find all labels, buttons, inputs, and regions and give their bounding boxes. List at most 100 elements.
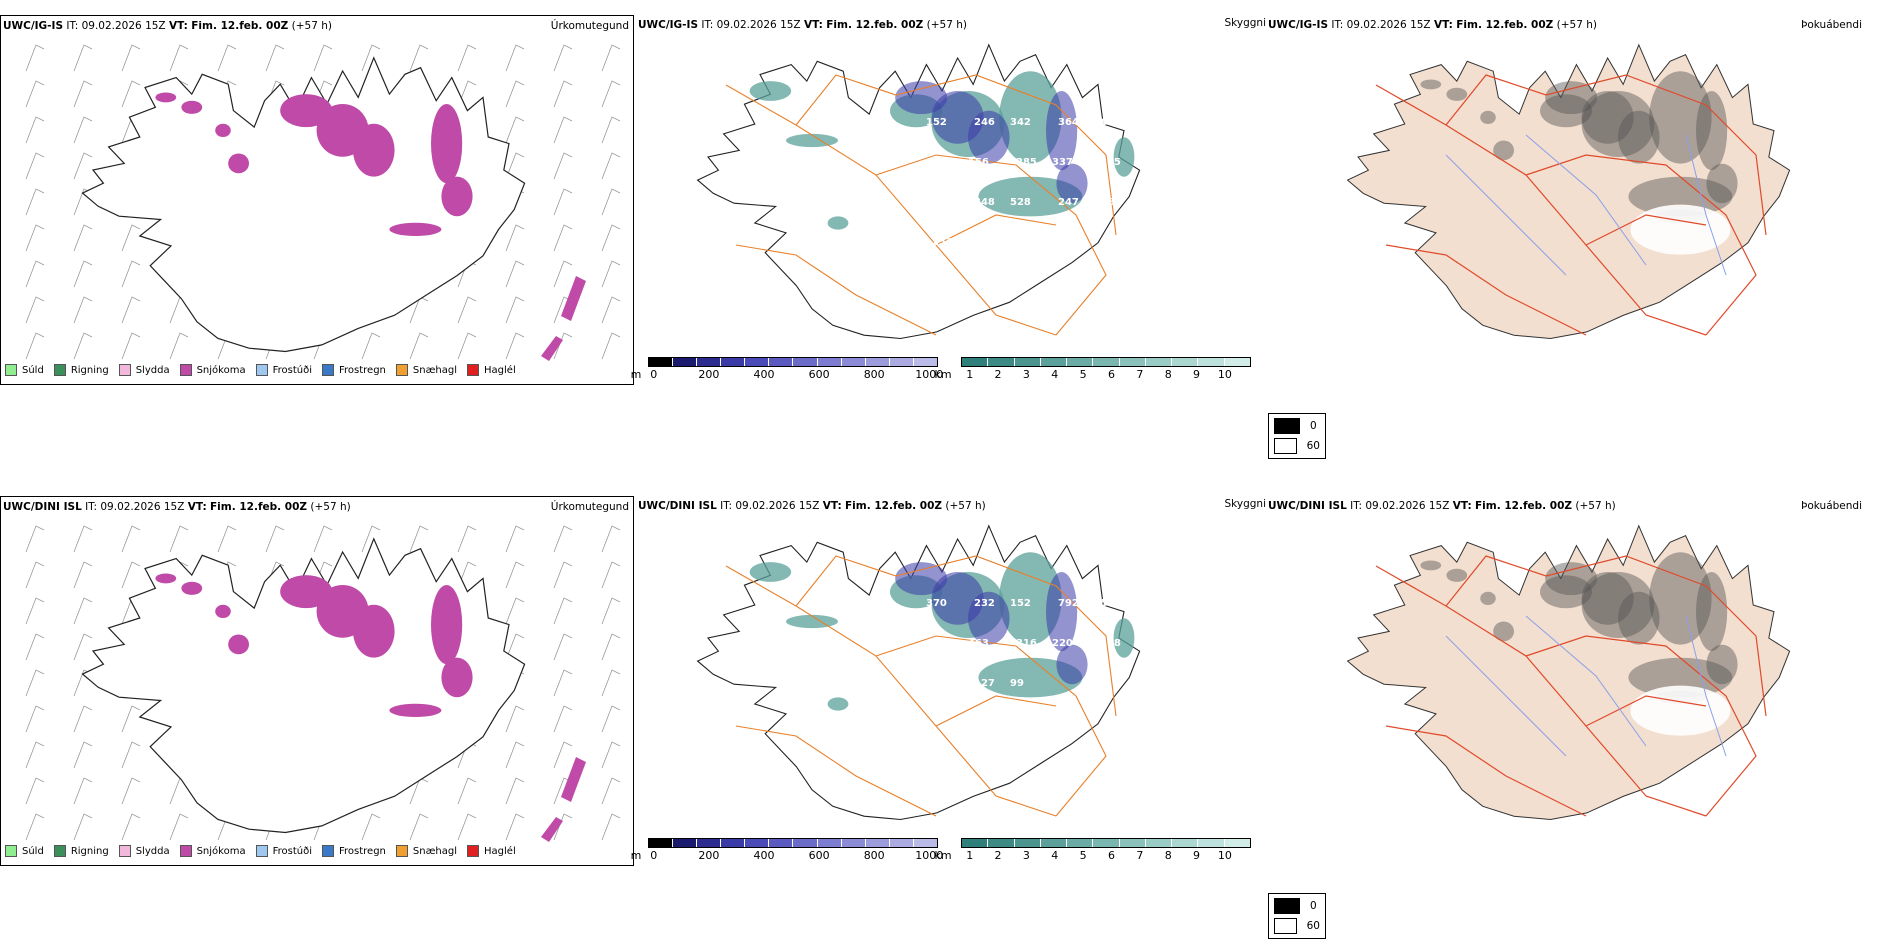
colorbar-segment xyxy=(793,839,818,847)
legend-item: Slydda xyxy=(118,364,170,376)
wind-barb xyxy=(553,597,573,625)
colorbar-segment xyxy=(745,358,770,366)
snow-area xyxy=(389,222,442,236)
colorbar-tick: 8 xyxy=(1164,368,1172,381)
panel-title: Þokuábendi xyxy=(1801,19,1862,31)
wind-barb xyxy=(457,813,477,841)
wind-barb xyxy=(121,561,141,589)
fog-legend-swatch xyxy=(1274,418,1300,434)
colorbar-segment xyxy=(889,839,914,847)
fog-shade xyxy=(1545,562,1598,596)
legend-swatch xyxy=(53,845,66,857)
river-line xyxy=(1525,134,1647,266)
road-line xyxy=(795,555,1117,717)
wind-barb xyxy=(601,813,621,841)
legend-item: Rigning xyxy=(53,845,109,857)
model-name: UWC/DINI ISL xyxy=(3,501,82,513)
it-label: IT: xyxy=(85,501,98,513)
colorbar-segment xyxy=(769,839,794,847)
ceiling-label: 463 xyxy=(968,638,989,649)
fog-shade xyxy=(1446,568,1468,582)
colorbar-tick: 3 xyxy=(1022,849,1030,862)
low-visibility-area xyxy=(999,71,1062,164)
wind-barb xyxy=(505,152,525,180)
glacier-area xyxy=(1630,685,1731,736)
colorbar-tick: 8 xyxy=(1164,849,1172,862)
wind-barb xyxy=(265,44,285,72)
wind-barb xyxy=(505,777,525,805)
wind-barb xyxy=(121,296,141,324)
fog-shade xyxy=(1540,575,1592,609)
wind-barb xyxy=(553,80,573,108)
fog-shade xyxy=(1446,87,1468,101)
wind-barb xyxy=(601,741,621,769)
colorbar-tick: 6 xyxy=(1107,849,1115,862)
panel-title: Þokuábendi xyxy=(1801,500,1862,512)
colorbar-segment xyxy=(1067,839,1094,847)
wind-barb xyxy=(217,44,237,72)
wind-barb xyxy=(505,705,525,733)
ceiling-label: 528 xyxy=(1010,197,1031,208)
wind-barb xyxy=(73,705,93,733)
colorbar-segment xyxy=(1067,358,1094,366)
it-label: IT: xyxy=(1350,500,1363,512)
colorbar-ticks: km 1 2 3 4 5 6 7 8 9 10 xyxy=(934,848,1251,862)
fog-shade xyxy=(1581,91,1634,144)
glacier-area xyxy=(1630,204,1731,255)
fog-legend: 0 60 xyxy=(1268,413,1326,459)
low-visibility-area xyxy=(978,176,1083,217)
wind-barb xyxy=(601,332,621,360)
ceiling-label: 156 xyxy=(968,157,989,168)
wind-barb xyxy=(457,777,477,805)
wind-barb xyxy=(73,260,93,288)
fog-shade xyxy=(1581,572,1655,638)
visibility-panel: 370 232 152 792 154 227 463 316 220 218 183 127 99 UW… xyxy=(631,496,1266,866)
precip-type-map xyxy=(25,44,621,361)
colorbar-strip xyxy=(961,357,1251,367)
low-visibility-area xyxy=(827,216,849,230)
wind-barb xyxy=(25,188,45,216)
lead-time: (+57 h) xyxy=(945,500,986,512)
colorbar-unit: m xyxy=(630,368,642,381)
colorbar-tick: 400 xyxy=(753,849,775,862)
legend-label: Frostregn xyxy=(339,845,386,857)
ceiling-colorbar: m 0 200 400 600 800 1000 xyxy=(631,357,943,381)
vt-value: Fim. 12.feb. 00Z xyxy=(191,20,289,32)
vt-label: VT: xyxy=(1452,500,1472,512)
wind-barb xyxy=(73,80,93,108)
colorbar-segment xyxy=(1093,358,1120,366)
road-line xyxy=(1525,635,1757,817)
wind-barb xyxy=(25,741,45,769)
legend-item: Frostregn xyxy=(322,364,386,376)
it-value: 09.02.2026 15Z xyxy=(716,19,801,31)
colorbar-unit: m xyxy=(630,849,642,862)
wind-barb xyxy=(601,777,621,805)
legend-label: Haglél xyxy=(484,845,516,857)
legend-swatch xyxy=(255,845,268,857)
wind-barb xyxy=(73,296,93,324)
colorbar-tick: 1000 xyxy=(915,849,944,862)
road-line xyxy=(735,244,937,336)
fog-shade xyxy=(1618,591,1660,645)
legend-swatch xyxy=(5,845,17,857)
snow-area xyxy=(155,92,177,103)
snow-area xyxy=(353,604,395,658)
colorbar-strip xyxy=(648,357,938,367)
legend-label: Haglél xyxy=(484,364,516,376)
vt-value: Fim. 12.feb. 00Z xyxy=(210,501,308,513)
colorbar-segment xyxy=(769,358,794,366)
wind-barb xyxy=(313,44,333,72)
lead-time: (+57 h) xyxy=(926,19,967,31)
legend-item: Rigning xyxy=(53,364,109,376)
wind-barb xyxy=(169,813,189,841)
wind-barb xyxy=(553,188,573,216)
ceiling-label: 183 xyxy=(926,678,947,689)
low-visibility-area xyxy=(749,81,792,101)
wind-barb xyxy=(73,525,93,553)
fog-indicator-map xyxy=(1346,43,1791,340)
wind-barb xyxy=(73,741,93,769)
low-ceiling-area xyxy=(895,81,948,115)
ceiling-label: 247 xyxy=(1058,197,1079,208)
road-line xyxy=(1375,84,1707,336)
colorbar-segment xyxy=(1014,839,1041,847)
